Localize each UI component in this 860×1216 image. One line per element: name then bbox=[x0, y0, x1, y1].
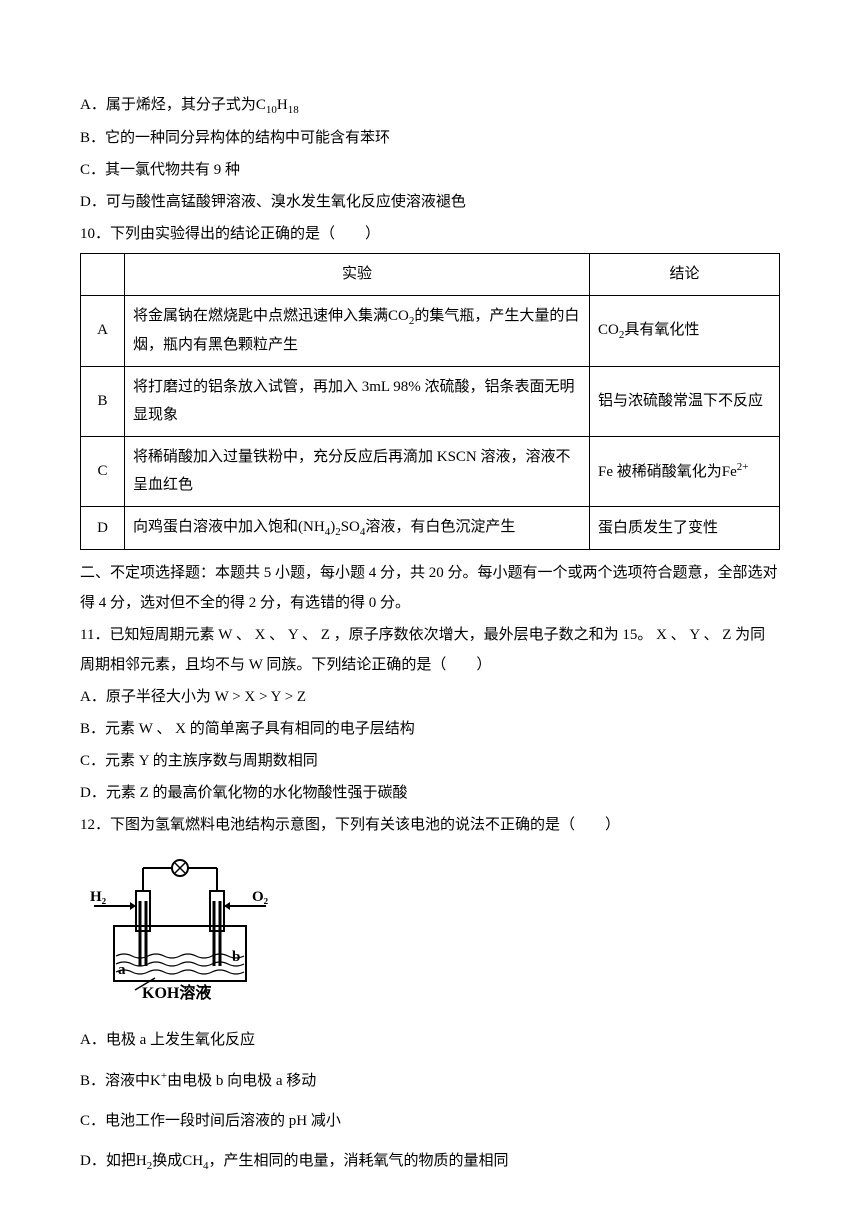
q9-option-a: A．属于烯烃，其分子式为C10H18 bbox=[80, 90, 780, 121]
q10-stem: 10．下列由实验得出的结论正确的是（ ） bbox=[80, 219, 780, 249]
row-d-label: D bbox=[81, 506, 125, 549]
q9-a-c: C bbox=[256, 97, 266, 113]
q12-stem: 12．下图为氢氧燃料电池结构示意图，下列有关该电池的说法不正确的是（ ） bbox=[80, 810, 780, 840]
row-b-label: B bbox=[81, 366, 125, 436]
row-b-exp: 将打磨过的铝条放入试管，再加入 3mL 98% 浓硫酸，铝条表面无明显现象 bbox=[125, 366, 590, 436]
q11-option-c: C．元素 Y 的主族序数与周期数相同 bbox=[80, 746, 780, 776]
row-d-exp: 向鸡蛋白溶液中加入饱和(NH4)2SO4溶液，有白色沉淀产生 bbox=[125, 506, 590, 549]
q11-stem: 11．已知短周期元素 W 、 X 、 Y 、 Z ，原子序数依次增大，最外层电子… bbox=[80, 620, 780, 680]
fuel-cell-svg: H₂ O₂ a b KOH溶液 bbox=[80, 846, 280, 1006]
koh-label: KOH溶液 bbox=[142, 983, 212, 1002]
q9-a-sub2: 18 bbox=[288, 104, 299, 116]
row-c-con: Fe 被稀硝酸氧化为Fe2+ bbox=[590, 436, 780, 506]
q12-option-a: A．电极 a 上发生氧化反应 bbox=[80, 1025, 780, 1055]
row-a-con: CO2具有氧化性 bbox=[590, 295, 780, 366]
row-b-con: 铝与浓硫酸常温下不反应 bbox=[590, 366, 780, 436]
q9-a-pre: A．属于烯烃，其分子式为 bbox=[80, 97, 256, 113]
table-header-con: 结论 bbox=[590, 254, 780, 296]
a-label: a bbox=[118, 962, 126, 978]
q12-option-b: B．溶液中K+由电极 b 向电极 a 移动 bbox=[80, 1065, 780, 1096]
q9-a-sub1: 10 bbox=[266, 104, 277, 116]
q10-table: 实验 结论 A 将金属钠在燃烧匙中点燃迅速伸入集满CO2的集气瓶，产生大量的白烟… bbox=[80, 253, 780, 550]
row-c-exp: 将稀硝酸加入过量铁粉中，充分反应后再滴加 KSCN 溶液，溶液不呈血红色 bbox=[125, 436, 590, 506]
q11-option-d: D．元素 Z 的最高价氧化物的水化物酸性强于碳酸 bbox=[80, 778, 780, 808]
table-header-blank bbox=[81, 254, 125, 296]
q11-option-a: A．原子半径大小为 W > X > Y > Z bbox=[80, 682, 780, 712]
table-header-exp: 实验 bbox=[125, 254, 590, 296]
o2-label: O₂ bbox=[252, 889, 269, 905]
section2-header: 二、不定项选择题：本题共 5 小题，每小题 4 分，共 20 分。每小题有一个或… bbox=[80, 558, 780, 618]
row-c-label: C bbox=[81, 436, 125, 506]
row-a-exp: 将金属钠在燃烧匙中点燃迅速伸入集满CO2的集气瓶，产生大量的白烟，瓶内有黑色颗粒… bbox=[125, 295, 590, 366]
b-label: b bbox=[232, 949, 240, 965]
q9-option-c: C．其一氯代物共有 9 种 bbox=[80, 155, 780, 185]
table-row: D 向鸡蛋白溶液中加入饱和(NH4)2SO4溶液，有白色沉淀产生 蛋白质发生了变… bbox=[81, 506, 780, 549]
q9-a-h: H bbox=[277, 97, 288, 113]
table-row: B 将打磨过的铝条放入试管，再加入 3mL 98% 浓硫酸，铝条表面无明显现象 … bbox=[81, 366, 780, 436]
fuel-cell-diagram: H₂ O₂ a b KOH溶液 bbox=[80, 846, 780, 1017]
q11-option-b: B．元素 W 、 X 的简单离子具有相同的电子层结构 bbox=[80, 714, 780, 744]
row-d-con: 蛋白质发生了变性 bbox=[590, 506, 780, 549]
q9-option-b: B．它的一种同分异构体的结构中可能含有苯环 bbox=[80, 123, 780, 153]
q12-option-c: C．电池工作一段时间后溶液的 pH 减小 bbox=[80, 1106, 780, 1136]
table-row: A 将金属钠在燃烧匙中点燃迅速伸入集满CO2的集气瓶，产生大量的白烟，瓶内有黑色… bbox=[81, 295, 780, 366]
q12-option-d: D．如把H2换成CH4，产生相同的电量，消耗氧气的物质的量相同 bbox=[80, 1146, 780, 1177]
table-row: C 将稀硝酸加入过量铁粉中，充分反应后再滴加 KSCN 溶液，溶液不呈血红色 F… bbox=[81, 436, 780, 506]
q9-option-d: D．可与酸性高锰酸钾溶液、溴水发生氧化反应使溶液褪色 bbox=[80, 187, 780, 217]
h2-label: H₂ bbox=[90, 889, 107, 905]
row-a-label: A bbox=[81, 295, 125, 366]
